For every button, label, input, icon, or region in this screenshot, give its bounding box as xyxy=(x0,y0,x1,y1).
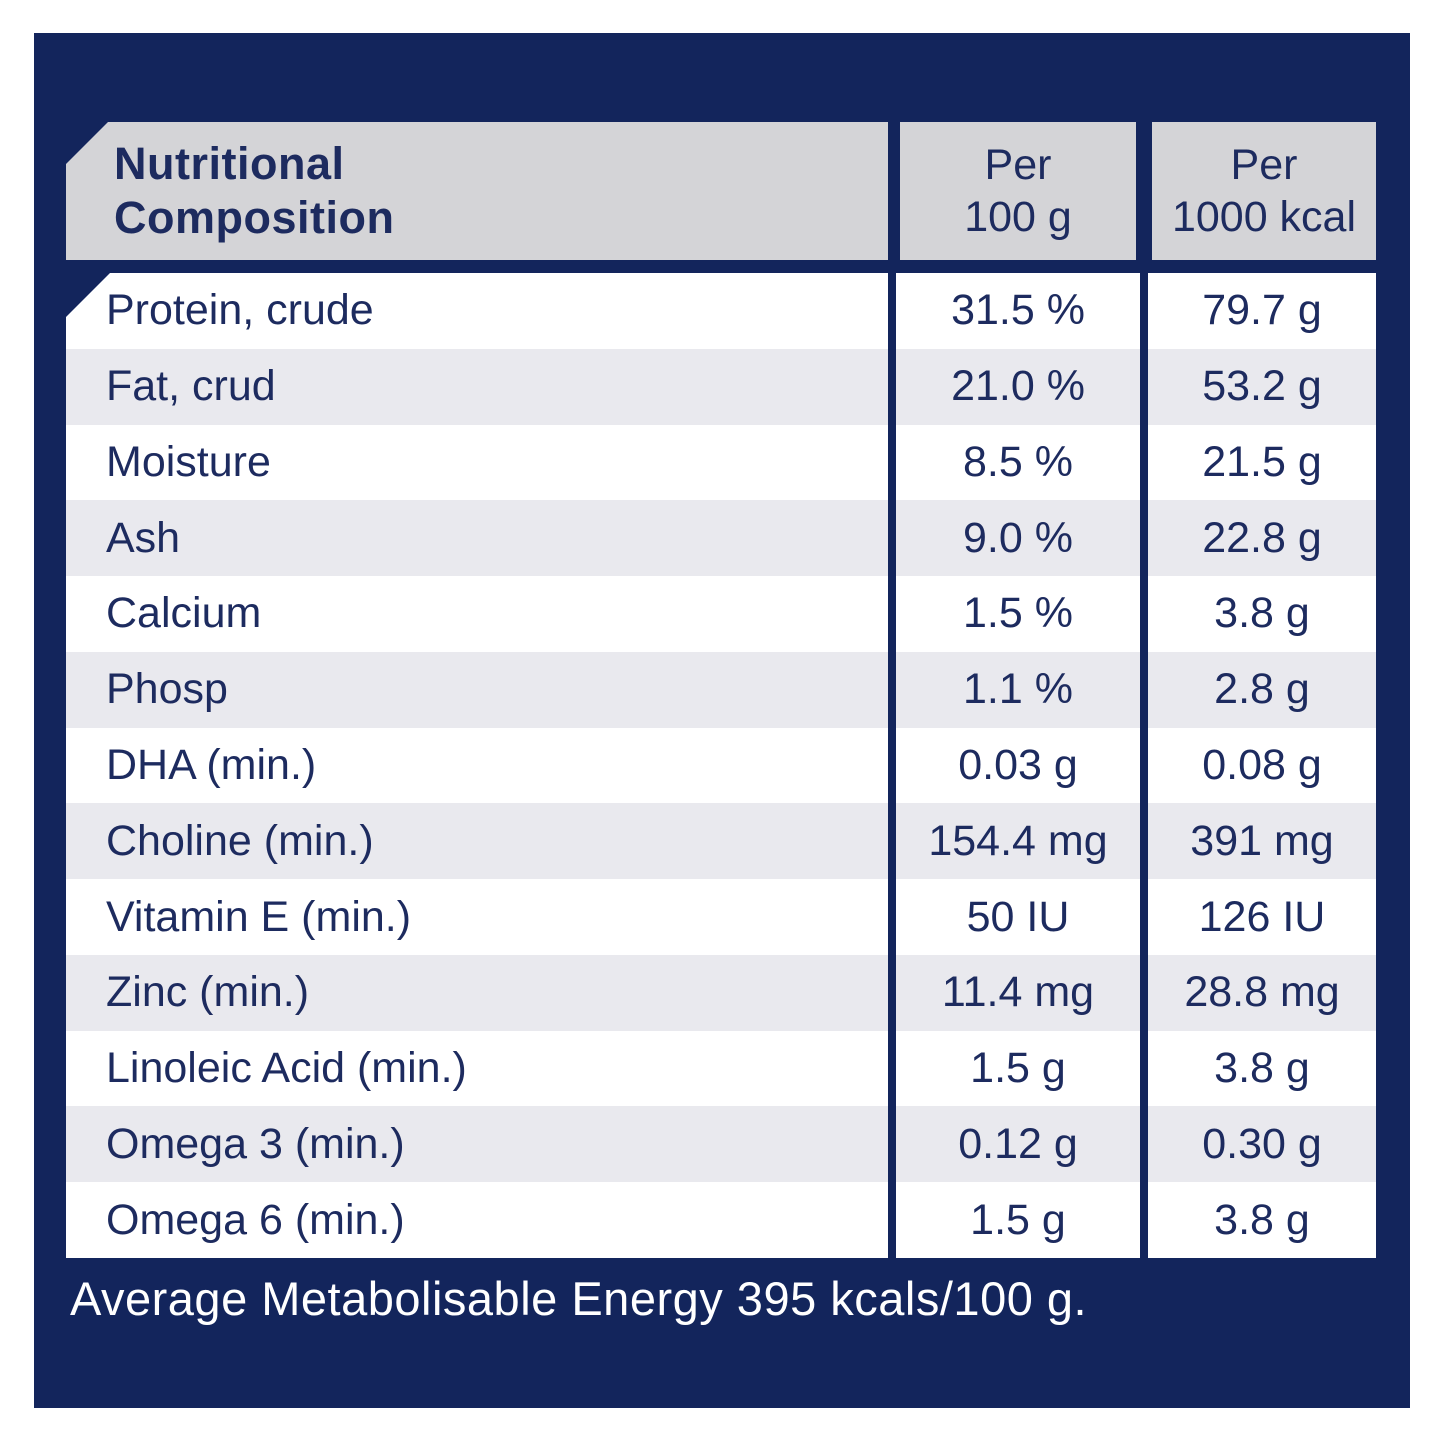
column-divider xyxy=(1140,500,1148,577)
row-label: Zinc (min.) xyxy=(66,954,888,1031)
row-value-per-100g: 31.5 % xyxy=(896,273,1140,349)
row-value-per-100g: 0.12 g xyxy=(896,1106,1140,1183)
row-value-per-100g: 1.5 g xyxy=(896,1182,1140,1258)
table-row: Zinc (min.) 11.4 mg 28.8 mg xyxy=(66,954,1376,1031)
row-label: Omega 3 (min.) xyxy=(66,1106,888,1183)
column-divider xyxy=(888,273,896,349)
row-label: Linoleic Acid (min.) xyxy=(66,1030,888,1107)
row-value-per-100g: 9.0 % xyxy=(896,500,1140,577)
column-divider xyxy=(888,500,896,577)
column-divider xyxy=(888,1030,896,1107)
column-divider xyxy=(888,879,896,955)
table-row: Phosp 1.1 % 2.8 g xyxy=(66,651,1376,728)
table-header: Nutritional Composition Per 100 g Per 10… xyxy=(66,122,1376,260)
row-value-per-100g: 0.03 g xyxy=(896,727,1140,804)
row-value-per-100g: 1.5 g xyxy=(896,1030,1140,1107)
column-divider xyxy=(1140,348,1148,425)
row-value-per-1000kcal: 2.8 g xyxy=(1148,651,1376,728)
row-value-per-1000kcal: 0.08 g xyxy=(1148,727,1376,804)
table-row: Protein, crude 31.5 % 79.7 g xyxy=(66,273,1376,349)
row-label: Vitamin E (min.) xyxy=(66,879,888,955)
table-row: Omega 3 (min.) 0.12 g 0.30 g xyxy=(66,1106,1376,1183)
column-divider xyxy=(888,803,896,880)
header-gap xyxy=(1140,122,1148,260)
row-value-per-100g: 50 IU xyxy=(896,879,1140,955)
table-row: Vitamin E (min.) 50 IU 126 IU xyxy=(66,879,1376,955)
row-label: Protein, crude xyxy=(66,273,888,349)
row-label: Calcium xyxy=(66,576,888,652)
row-value-per-1000kcal: 3.8 g xyxy=(1148,1182,1376,1258)
row-value-per-1000kcal: 126 IU xyxy=(1148,879,1376,955)
table-title-line1: Nutritional xyxy=(114,138,345,189)
column-divider xyxy=(1140,1106,1148,1183)
row-value-per-1000kcal: 0.30 g xyxy=(1148,1106,1376,1183)
row-value-per-100g: 21.0 % xyxy=(896,348,1140,425)
column-divider xyxy=(888,576,896,652)
nutrition-panel: Nutritional Composition Per 100 g Per 10… xyxy=(34,33,1410,1408)
energy-footnote: Average Metabolisable Energy 395 kcals/1… xyxy=(70,1272,1088,1325)
column-divider xyxy=(1140,879,1148,955)
row-value-per-1000kcal: 22.8 g xyxy=(1148,500,1376,577)
column-header-per-100g-line1: Per xyxy=(984,141,1052,189)
table-title-cell: Nutritional Composition xyxy=(66,122,888,260)
column-header-per-1000kcal: Per 1000 kcal xyxy=(1152,122,1376,260)
row-value-per-1000kcal: 3.8 g xyxy=(1148,1030,1376,1107)
row-value-per-100g: 11.4 mg xyxy=(896,954,1140,1031)
table-row: Ash 9.0 % 22.8 g xyxy=(66,500,1376,577)
row-value-per-100g: 154.4 mg xyxy=(896,803,1140,880)
column-header-per-100g-cell: Per 100 g xyxy=(896,122,1140,260)
column-header-per-100g: Per 100 g xyxy=(900,122,1136,260)
row-value-per-1000kcal: 53.2 g xyxy=(1148,348,1376,425)
column-divider xyxy=(1140,954,1148,1031)
column-divider xyxy=(888,348,896,425)
row-label: Omega 6 (min.) xyxy=(66,1182,888,1258)
column-header-per-1000kcal-cell: Per 1000 kcal xyxy=(1148,122,1376,260)
column-header-per-1000kcal-line1: Per xyxy=(1230,141,1298,189)
table-row: Choline (min.) 154.4 mg 391 mg xyxy=(66,803,1376,880)
row-label: Fat, crud xyxy=(66,348,888,425)
table-row: Linoleic Acid (min.) 1.5 g 3.8 g xyxy=(66,1030,1376,1107)
column-divider xyxy=(888,1182,896,1258)
column-divider xyxy=(1140,651,1148,728)
column-divider xyxy=(888,424,896,501)
row-value-per-100g: 1.1 % xyxy=(896,651,1140,728)
table-body: Protein, crude 31.5 % 79.7 g Fat, crud 2… xyxy=(66,273,1376,1258)
row-value-per-100g: 1.5 % xyxy=(896,576,1140,652)
table-row: Omega 6 (min.) 1.5 g 3.8 g xyxy=(66,1182,1376,1258)
row-value-per-100g: 8.5 % xyxy=(896,424,1140,501)
table-row: Fat, crud 21.0 % 53.2 g xyxy=(66,348,1376,425)
table-row: Moisture 8.5 % 21.5 g xyxy=(66,424,1376,501)
row-label: Ash xyxy=(66,500,888,577)
column-divider xyxy=(1140,273,1148,349)
row-label: DHA (min.) xyxy=(66,727,888,804)
table-title-line2: Composition xyxy=(114,192,395,243)
table-row: DHA (min.) 0.03 g 0.08 g xyxy=(66,727,1376,804)
column-divider xyxy=(1140,803,1148,880)
column-divider xyxy=(1140,424,1148,501)
column-header-per-100g-line2: 100 g xyxy=(964,193,1072,241)
header-gap xyxy=(888,122,896,260)
row-label: Phosp xyxy=(66,651,888,728)
row-value-per-1000kcal: 79.7 g xyxy=(1148,273,1376,349)
column-divider xyxy=(1140,727,1148,804)
column-divider xyxy=(888,651,896,728)
table-row: Calcium 1.5 % 3.8 g xyxy=(66,576,1376,652)
row-value-per-1000kcal: 21.5 g xyxy=(1148,424,1376,501)
column-divider xyxy=(888,954,896,1031)
column-divider xyxy=(888,727,896,804)
row-value-per-1000kcal: 28.8 mg xyxy=(1148,954,1376,1031)
column-divider xyxy=(1140,1030,1148,1107)
column-divider xyxy=(1140,1182,1148,1258)
row-value-per-1000kcal: 3.8 g xyxy=(1148,576,1376,652)
column-header-per-1000kcal-line2: 1000 kcal xyxy=(1171,193,1357,241)
column-divider xyxy=(888,1106,896,1183)
column-divider xyxy=(1140,576,1148,652)
row-label: Choline (min.) xyxy=(66,803,888,880)
row-label: Moisture xyxy=(66,424,888,501)
row-value-per-1000kcal: 391 mg xyxy=(1148,803,1376,880)
